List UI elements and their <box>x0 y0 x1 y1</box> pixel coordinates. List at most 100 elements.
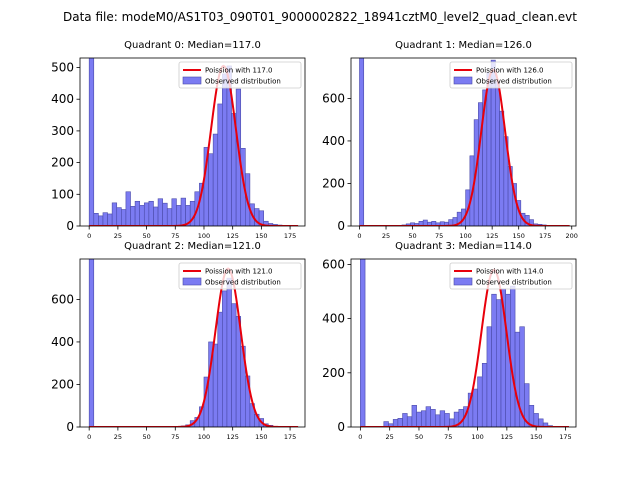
x-tick-label: 125 <box>486 232 498 240</box>
histogram-bar <box>406 416 413 427</box>
quadrant-panel: Quadrant 1: Median=126.0 0 200 400 600 0 25 50 7… <box>322 40 578 240</box>
histogram-bar <box>130 206 136 226</box>
x-tick-label: 0 <box>358 433 362 441</box>
legend: Poission with 117.0 Observed distribution <box>178 61 302 89</box>
histogram-bar <box>116 207 122 226</box>
histogram-bar <box>134 200 140 226</box>
histogram-bar <box>510 285 516 427</box>
histogram-bar <box>88 58 95 226</box>
histogram-bar <box>102 212 108 226</box>
histogram-bar <box>496 299 502 427</box>
histogram-bar <box>425 406 431 427</box>
histogram-bar <box>435 414 441 427</box>
legend-entry-poisson: Poission with 126.0 <box>476 67 544 75</box>
y-tick-label: 400 <box>322 134 345 148</box>
x-tick-label: 0 <box>87 232 91 240</box>
histogram-bar <box>143 202 150 226</box>
legend-bar-swatch <box>453 277 473 286</box>
histogram-bar <box>180 197 186 226</box>
histogram-bar <box>486 326 492 427</box>
y-tick-label: 600 <box>51 292 74 306</box>
histogram-bar <box>226 277 232 427</box>
x-tick-label: 125 <box>226 232 238 240</box>
histogram-bar <box>495 81 500 226</box>
x-tick-label: 100 <box>471 433 483 441</box>
x-tick-label: 25 <box>114 232 122 240</box>
axes-frame <box>350 258 577 428</box>
histogram-bar <box>212 133 219 226</box>
histogram-bar <box>93 213 99 226</box>
panels: Quadrant 0: Median=117.00100200300400500… <box>51 40 578 441</box>
x-tick-label: 50 <box>415 433 423 441</box>
x-tick-label: 200 <box>566 232 578 240</box>
histogram-bar <box>148 200 154 226</box>
histogram-bar <box>392 419 399 427</box>
histogram-bar <box>212 343 219 427</box>
histogram-bar <box>111 202 118 226</box>
histogram-bar <box>533 413 539 427</box>
histogram-bar <box>157 198 163 226</box>
y-tick-label: 0 <box>337 420 345 434</box>
histogram-bar <box>222 290 228 427</box>
x-tick-label: 150 <box>255 232 267 240</box>
x-tick-label: 175 <box>539 232 551 240</box>
histogram-bar <box>499 110 505 226</box>
panel-title: Quadrant 2: Median=121.0 <box>124 241 261 252</box>
histogram-bar <box>217 311 223 427</box>
x-tick-label: 25 <box>114 433 122 441</box>
x-tick-label: 25 <box>386 433 394 441</box>
panel-title: Quadrant 1: Median=126.0 <box>395 40 532 51</box>
histogram-bar <box>139 205 145 226</box>
y-tick-label: 600 <box>322 91 345 105</box>
histogram-bar <box>125 191 131 226</box>
x-tick-label: 150 <box>530 433 542 441</box>
histogram-bar <box>529 219 534 226</box>
legend-entry-poisson: Poission with 114.0 <box>476 268 544 276</box>
histogram-bars <box>88 259 283 427</box>
poisson-curve <box>89 64 299 226</box>
axes-frame <box>350 57 577 227</box>
x-tick-label: 125 <box>501 433 513 441</box>
y-tick-label: 0 <box>66 420 74 434</box>
legend-box <box>449 262 573 290</box>
x-tick-label: 125 <box>226 433 238 441</box>
x-tick-label: 50 <box>142 232 150 240</box>
histogram-bar <box>98 215 104 226</box>
x-tick-label: 50 <box>142 433 150 441</box>
x-tick-label: 75 <box>171 433 179 441</box>
y-tick-label: 0 <box>66 219 74 233</box>
legend: Poission with 126.0 Observed distribution <box>449 61 573 89</box>
legend-entry-poisson: Poission with 117.0 <box>205 67 273 75</box>
y-tick-label: 200 <box>322 176 345 190</box>
histogram-bar <box>486 72 492 226</box>
histogram-bar <box>171 198 177 226</box>
panel-title: Quadrant 3: Median=114.0 <box>395 241 532 252</box>
y-tick-label: 500 <box>51 61 74 75</box>
legend-bar-swatch <box>182 277 202 286</box>
x-tick-label: 100 <box>198 232 210 240</box>
y-tick-label: 200 <box>51 156 74 170</box>
histogram-bar <box>208 153 214 226</box>
panel-title: Quadrant 0: Median=117.0 <box>124 40 261 51</box>
histogram-bars <box>88 58 287 226</box>
histogram-bar <box>439 410 446 427</box>
legend-box <box>178 61 302 89</box>
x-tick-label: 50 <box>408 232 416 240</box>
histogram-bar <box>166 208 173 226</box>
x-tick-label: 100 <box>198 433 210 441</box>
y-tick-label: 400 <box>322 312 345 326</box>
histogram-bar <box>153 206 159 226</box>
x-tick-label: 175 <box>284 232 296 240</box>
x-tick-label: 150 <box>255 433 267 441</box>
x-tick-label: 0 <box>357 232 361 240</box>
y-tick-label: 0 <box>337 219 345 233</box>
legend-box <box>449 61 573 89</box>
histogram-bar <box>444 413 450 427</box>
legend-entry-observed: Observed distribution <box>476 279 552 287</box>
histogram-bar <box>421 410 427 427</box>
legend-entry-poisson: Poission with 121.0 <box>205 268 273 276</box>
x-tick-label: 75 <box>444 433 452 441</box>
y-tick-label: 200 <box>322 366 345 380</box>
x-tick-label: 175 <box>559 433 571 441</box>
y-tick-label: 300 <box>51 124 74 138</box>
